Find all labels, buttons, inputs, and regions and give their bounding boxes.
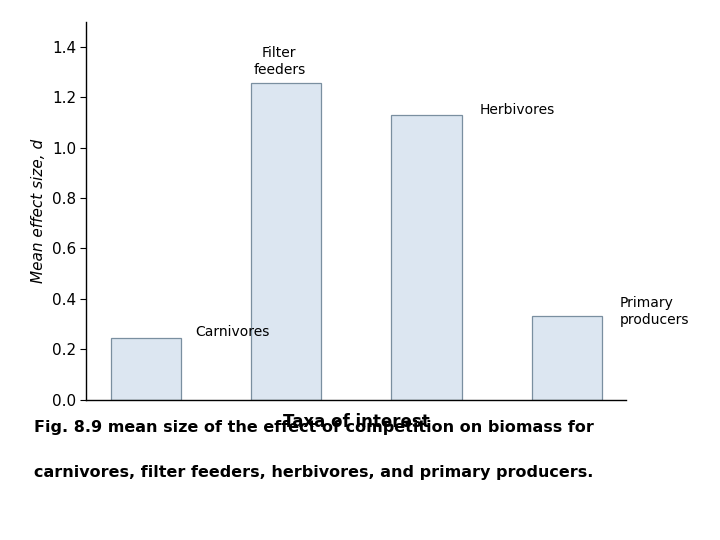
Text: Primary
producers: Primary producers — [620, 296, 690, 327]
Bar — [111, 338, 181, 400]
Y-axis label: Mean effect size, d: Mean effect size, d — [31, 139, 46, 282]
Text: Carnivores: Carnivores — [195, 325, 269, 339]
Text: Fig. 8.9 mean size of the effect of competition on biomass for: Fig. 8.9 mean size of the effect of comp… — [34, 420, 593, 435]
Text: Chapo6 Competition and coexistence: Chapo6 Competition and coexistence — [262, 515, 458, 525]
Text: carnivores, filter feeders, herbivores, and primary producers.: carnivores, filter feeders, herbivores, … — [34, 465, 593, 480]
Text: 26: 26 — [670, 511, 695, 529]
X-axis label: Taxa of interest: Taxa of interest — [283, 413, 430, 431]
Bar — [251, 83, 321, 400]
Text: Filter
feeders: Filter feeders — [253, 46, 305, 77]
Bar — [392, 115, 462, 400]
Text: Herbivores: Herbivores — [480, 103, 555, 117]
Bar — [532, 316, 602, 400]
